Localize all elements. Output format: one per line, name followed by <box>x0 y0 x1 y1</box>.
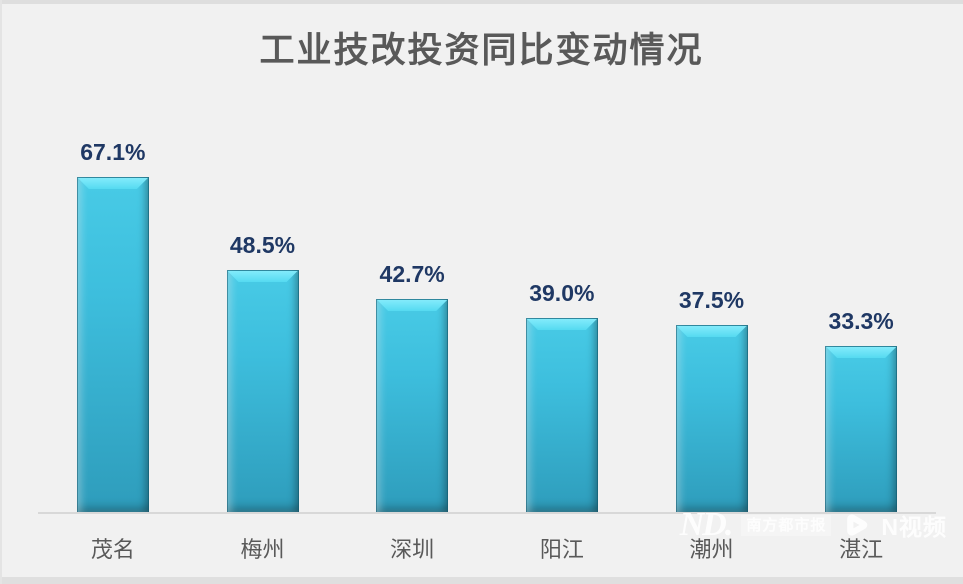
bar-top-bevel <box>377 300 447 311</box>
bar-group: 42.7% <box>376 261 449 513</box>
bar-value-label: 42.7% <box>379 261 445 287</box>
x-axis-category-label: 潮州 <box>689 537 734 562</box>
chart-title: 工业技改投资同比变动情况 <box>259 31 704 70</box>
bar-group: 33.3% <box>825 308 898 513</box>
x-axis-category-label: 深圳 <box>390 537 435 562</box>
bar <box>376 299 449 513</box>
plot-area: 67.1% 48.5% 42.7% 39.0% 37.5% 33.3% <box>76 139 898 513</box>
bar-top-bevel <box>527 319 597 330</box>
bar-value-label: 39.0% <box>529 280 595 306</box>
bar-value-label: 67.1% <box>80 139 146 165</box>
x-axis-line <box>38 512 936 514</box>
left-edge-divider <box>0 0 2 584</box>
bar-group: 39.0% <box>525 280 598 513</box>
x-axis-category-label: 茂名 <box>90 537 135 562</box>
x-axis-category-label: 湛江 <box>839 537 884 562</box>
top-edge-divider <box>0 0 963 4</box>
play-icon <box>847 514 868 536</box>
x-axis-category-label: 梅州 <box>240 537 285 562</box>
bar <box>525 318 598 513</box>
nandu-badge: 南方都市报 <box>741 514 832 536</box>
bar-top-bevel <box>826 347 896 358</box>
bar-value-label: 33.3% <box>828 308 894 334</box>
bar-value-label: 48.5% <box>229 232 296 258</box>
bar-group: 37.5% <box>675 287 748 513</box>
nandu-logo: ND. <box>679 506 734 543</box>
bar-top-bevel <box>228 271 298 282</box>
bar-group: 48.5% <box>226 232 299 513</box>
x-axis-category-label: 阳江 <box>539 537 584 562</box>
bar <box>825 346 898 513</box>
bar <box>226 270 299 513</box>
bar-group: 67.1% <box>76 139 149 513</box>
bar-value-label: 37.5% <box>678 287 745 313</box>
bar-top-bevel <box>677 326 747 337</box>
bar <box>76 177 149 513</box>
nvideo-brand: N视频 <box>881 514 947 540</box>
watermark: ND. 南方都市报 N视频 <box>680 508 947 542</box>
bar <box>675 325 748 513</box>
bottom-edge-divider <box>0 577 963 584</box>
bar-top-bevel <box>78 178 148 189</box>
